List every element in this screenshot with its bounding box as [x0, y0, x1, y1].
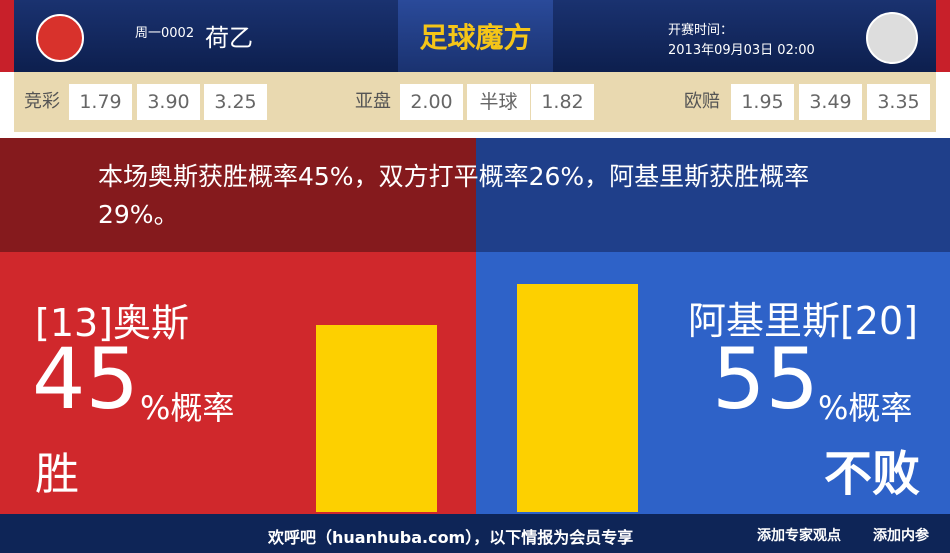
brand-box: [398, 0, 553, 72]
odds-value: 1.95: [731, 84, 794, 120]
league: 荷乙: [205, 24, 253, 52]
odds-value: 1.79: [69, 84, 132, 120]
odds-label: 欧赔: [684, 91, 720, 112]
odds-label: 亚盘: [355, 91, 391, 112]
home-unit: %概率: [140, 389, 235, 427]
odds-label: 竞彩: [24, 91, 60, 112]
summary-left: [0, 138, 476, 252]
probability-bar: [517, 283, 638, 512]
match-no: 周一0002: [135, 26, 195, 41]
summary-right: [476, 138, 950, 252]
home-team: [13]奥斯: [35, 301, 190, 345]
odds-value: 3.49: [799, 84, 862, 120]
footer-link[interactable]: 添加专家观点: [757, 528, 841, 544]
odds-value: 3.35: [867, 84, 930, 120]
brand: 足球魔方: [419, 21, 532, 54]
odds-value: 1.82: [531, 84, 594, 120]
edge: [0, 0, 14, 72]
away-outcome: 不败: [823, 446, 920, 502]
away-percent: 55: [712, 330, 819, 428]
edge: [936, 0, 950, 72]
probability-bar: [316, 325, 437, 512]
home-percent: 45: [32, 330, 139, 428]
home-outcome: 胜: [35, 449, 79, 500]
footer-notice: 欢呼吧（huanhuba.com），以下情报为会员专享: [268, 528, 634, 547]
kickoff-label: 开赛时间：: [668, 23, 734, 38]
footer-link[interactable]: 添加内参: [873, 528, 929, 544]
away-team: 阿基里斯[20]: [687, 299, 918, 343]
summary: 本场奥斯获胜概率45%，双方打平概率26%，阿基里斯获胜概率29%。: [98, 162, 810, 229]
footer: [0, 514, 950, 553]
odds-value: 半球: [467, 84, 530, 120]
kickoff-time: 2013年09月03日 02:00: [668, 43, 815, 58]
away-unit: %概率: [818, 389, 913, 427]
odds-value: 3.90: [137, 84, 200, 120]
away-logo: [866, 12, 918, 64]
home-logo: [36, 14, 84, 62]
odds-value: 3.25: [204, 84, 267, 120]
odds-value: 2.00: [400, 84, 463, 120]
